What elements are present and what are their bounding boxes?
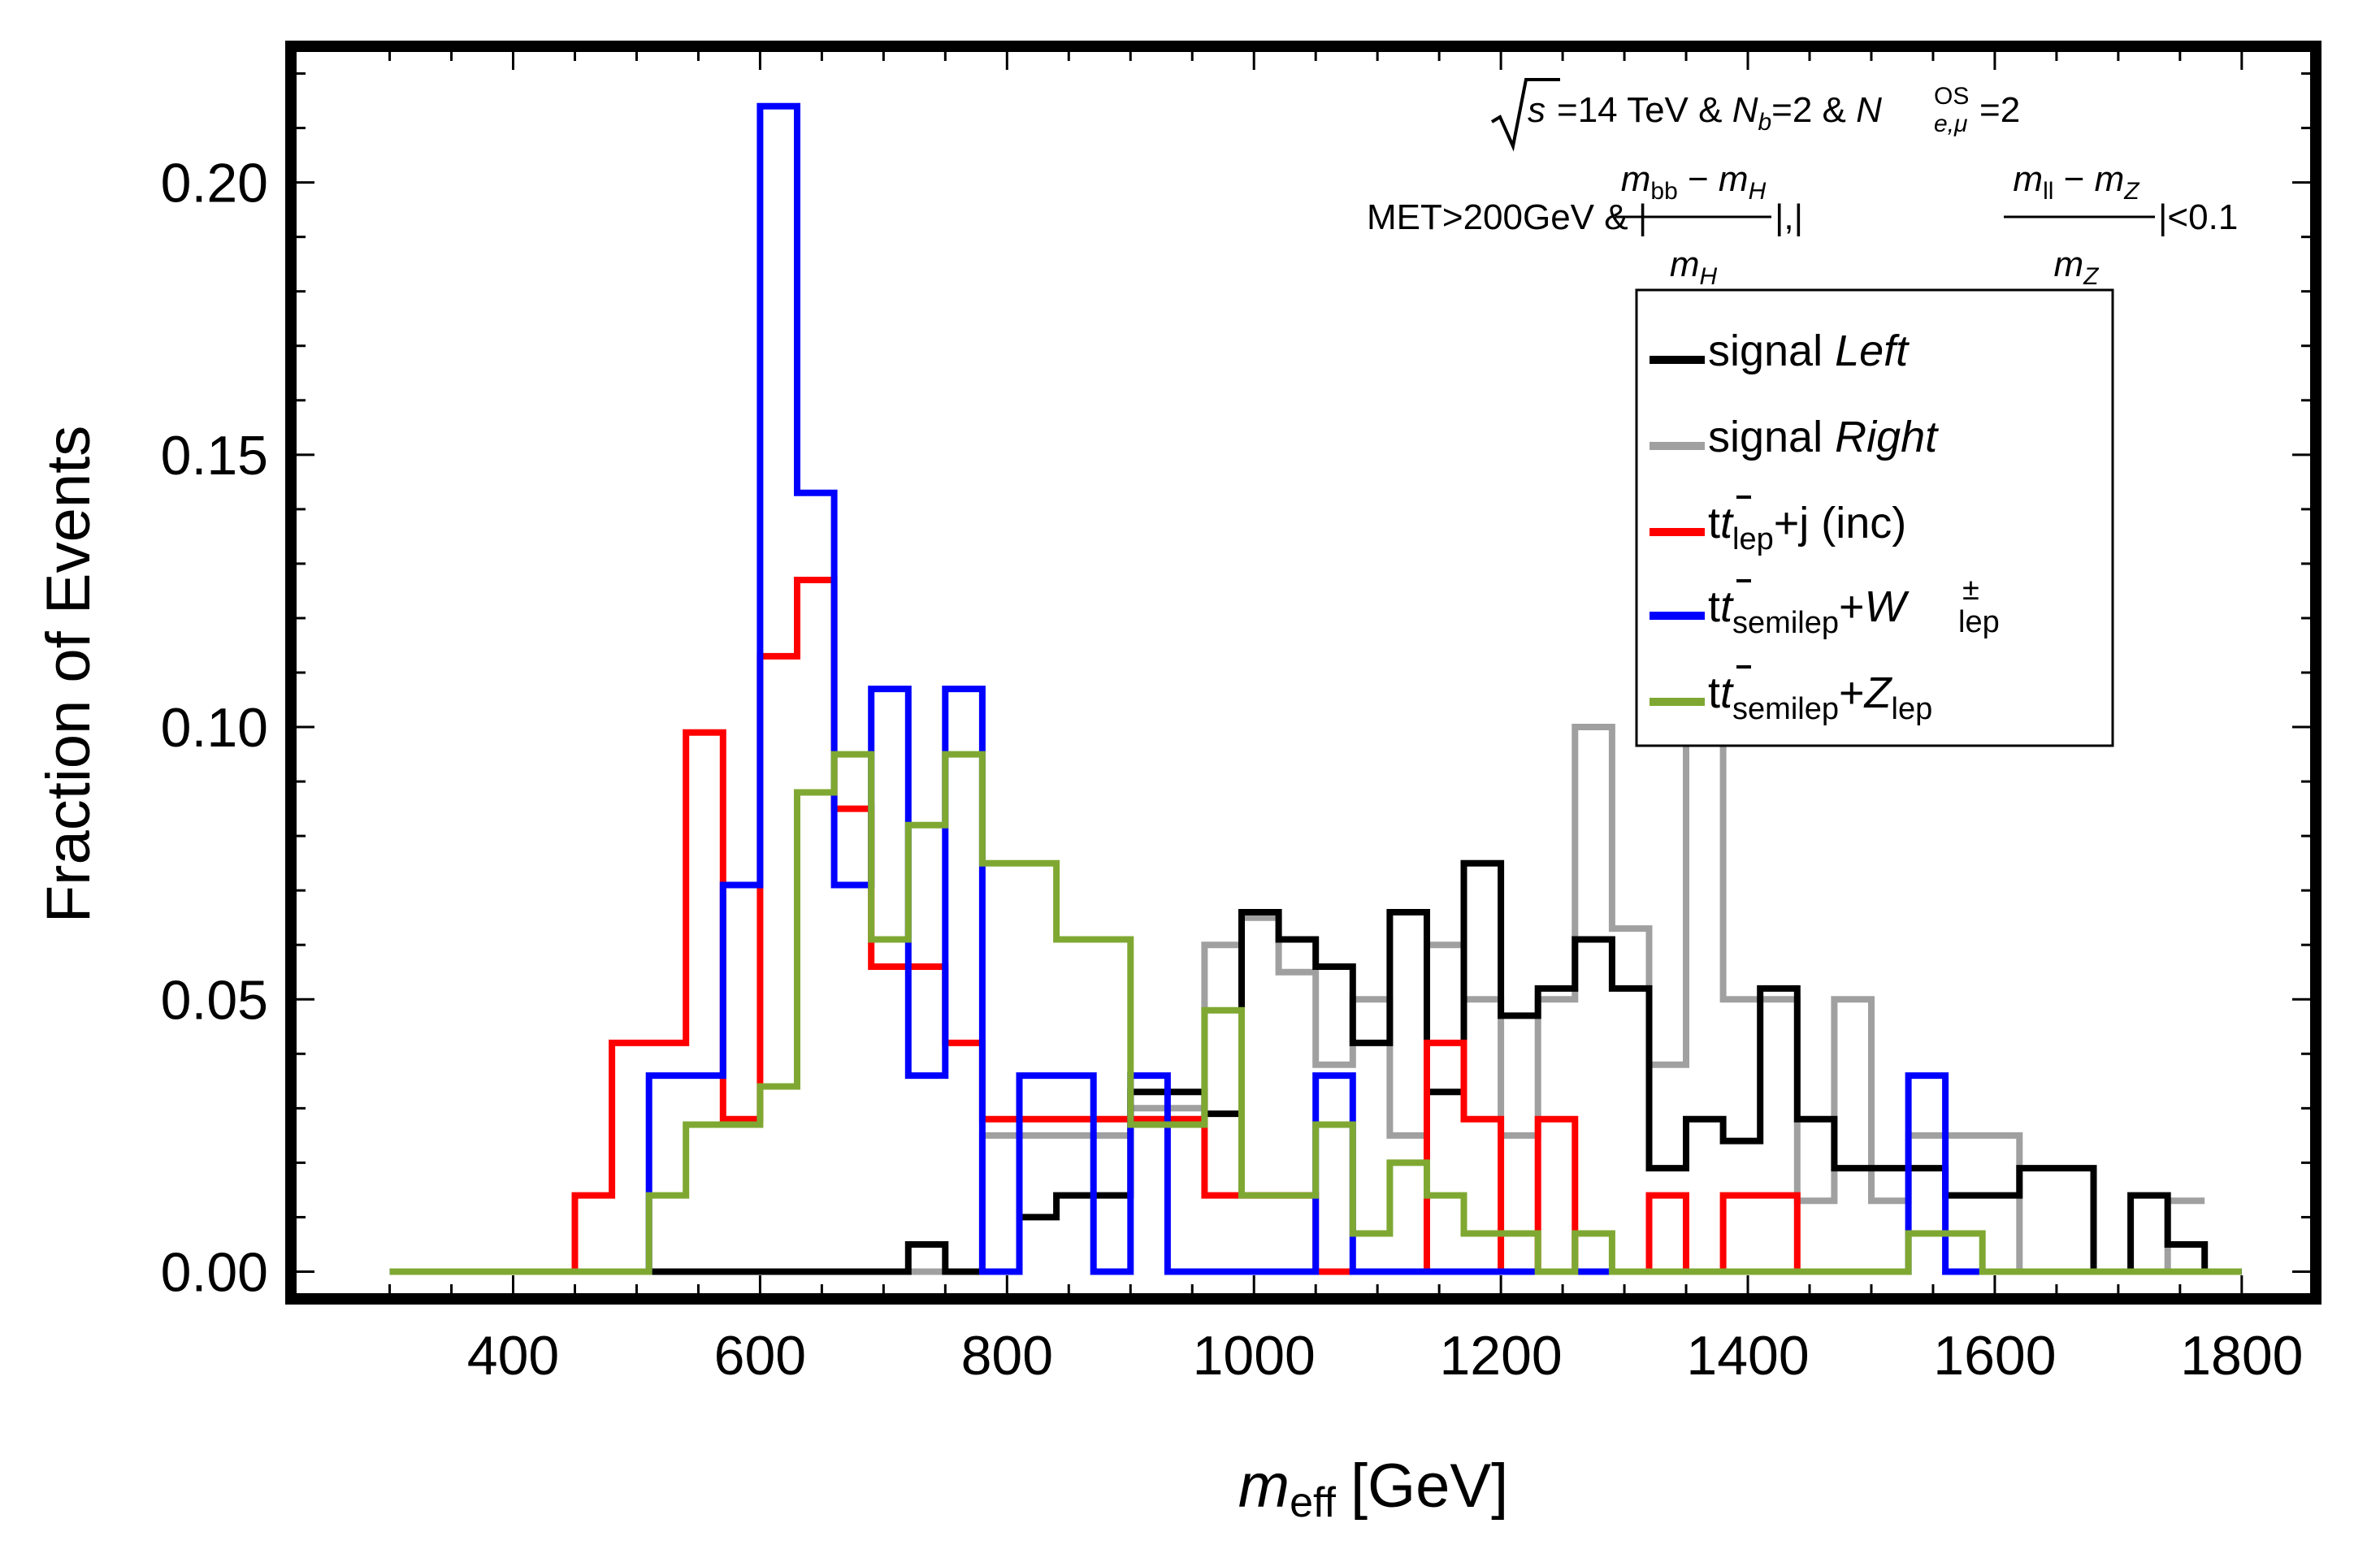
- annotation-line1: s =14 TeV & Nb=2 & N OS e,μ =2: [1490, 78, 2020, 152]
- annotation-nb-sub: b: [1758, 109, 1771, 136]
- annotation-frac2-num: mll − mZ: [2013, 159, 2140, 205]
- annotation-frac1-num: mbb − mH: [1621, 159, 1767, 205]
- annotation-nl: N: [1856, 90, 1882, 130]
- annotation-met: MET>200GeV & |: [1367, 197, 1647, 237]
- annotation-frac2-den: mZ: [2054, 245, 2100, 290]
- x-axis-label-unit: [GeV]: [1350, 1452, 1508, 1521]
- series-line-2: [389, 577, 1871, 1275]
- axis-ticks: 400 600 800 1000 1200 1400 1600 1800 0.00 0.05 0.1…: [161, 52, 2310, 1387]
- legend-label-0: signal Left: [1708, 327, 1910, 375]
- annotation-line2: MET>200GeV & | mbb − mH mH |,| mll − mZ …: [1367, 159, 2238, 290]
- series-line-1: [908, 724, 2205, 1275]
- legend-label-2: ttlep+j (inc): [1708, 499, 1906, 556]
- annotation-nb-val: =2 &: [1771, 90, 1856, 130]
- y-tick-label-3: 0.15: [161, 425, 268, 487]
- x-axis-label-sub: eff: [1290, 1479, 1336, 1526]
- x-tick-label-1200: 1200: [1439, 1325, 1562, 1387]
- annotation-energy: =14 TeV &: [1557, 90, 1732, 130]
- series-group: [389, 102, 2242, 1275]
- annotation-nl-sup: OS: [1934, 83, 1969, 110]
- y-tick-label-2: 0.10: [161, 697, 268, 759]
- x-tick-label-1400: 1400: [1686, 1325, 1809, 1387]
- plot-frame: [285, 41, 2321, 1305]
- x-tick-label-1800: 1800: [2180, 1325, 2303, 1387]
- sqrt-symbol: [1490, 78, 1560, 152]
- legend-label-4: ttsemilep+Zlep: [1708, 669, 1932, 726]
- annotation-sqrt-s: s: [1528, 90, 1545, 130]
- x-tick-label-1600: 1600: [1933, 1325, 2056, 1387]
- annotation-frac1-den: mH: [1670, 245, 1718, 290]
- legend-label-3-sub: lep: [1958, 605, 2000, 639]
- legend-label-3: ttsemilep+W: [1708, 582, 1910, 640]
- annotation-mid: |,|: [1775, 197, 1803, 237]
- x-tick-label-400: 400: [467, 1325, 559, 1387]
- annotation-nl-val: =2: [1979, 90, 2020, 130]
- legend: signal Left signal Right ttlep+j (inc) t…: [1635, 288, 2114, 747]
- y-tick-label-1: 0.05: [161, 969, 268, 1031]
- y-tick-label-4: 0.20: [161, 153, 268, 214]
- x-axis-label-m: m: [1238, 1452, 1290, 1521]
- y-axis-label: Fraction of Events: [34, 426, 103, 924]
- x-tick-label-1000: 1000: [1193, 1325, 1316, 1387]
- x-axis-label: meff [GeV]: [1238, 1452, 1509, 1526]
- legend-label-1: signal Right: [1708, 413, 1939, 461]
- series-line-3: [389, 102, 2242, 1275]
- annotation-nb: N: [1732, 90, 1758, 130]
- svg-text:s=14 TeV & Nb=2 & N: s =14 TeV & Nb=2 & N: [1528, 90, 1882, 136]
- annotation-nl-sub: e,μ: [1934, 110, 1967, 137]
- series-line-4: [389, 751, 2242, 1275]
- legend-label-3-sup: ±: [1962, 573, 1979, 607]
- series-line-0: [389, 859, 2242, 1275]
- x-tick-label-800: 800: [961, 1325, 1053, 1387]
- x-tick-label-600: 600: [714, 1325, 806, 1387]
- y-tick-label-0: 0.00: [161, 1241, 268, 1303]
- annotation-suffix: |<0.1: [2158, 197, 2238, 237]
- legend-box: [1635, 288, 2114, 747]
